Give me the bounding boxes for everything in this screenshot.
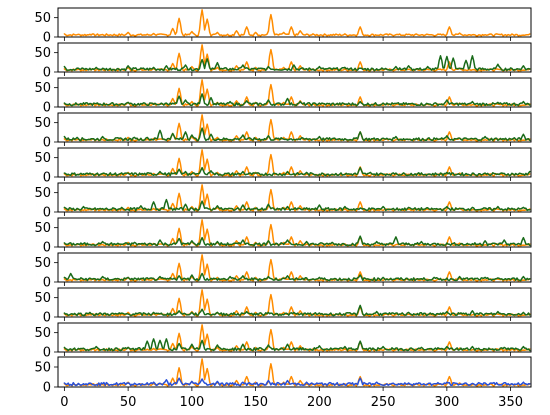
panel-2: 050: [34, 42, 532, 81]
y-tick-label: 0: [43, 346, 51, 361]
series-line-green: [63, 338, 531, 352]
panel-11: 050: [34, 356, 532, 396]
x-tick-label: 300: [434, 395, 459, 410]
x-tick-label: 250: [371, 395, 396, 410]
x-tick-label: 150: [243, 395, 268, 410]
panel-10: 050: [34, 322, 532, 361]
y-tick-label: 0: [43, 276, 51, 291]
y-tick-label: 0: [43, 206, 51, 221]
panel-frame: [57, 252, 532, 283]
panel-1: 050: [34, 7, 532, 46]
series-line-green: [63, 272, 531, 282]
y-tick-label: 50: [34, 326, 51, 341]
series-line-orange: [63, 149, 531, 177]
panel-frame: [57, 322, 532, 353]
y-tick-label: 50: [34, 256, 51, 271]
series-line-green: [63, 93, 531, 107]
x-tick-label: 200: [307, 395, 332, 410]
y-tick-label: 50: [34, 361, 51, 376]
panel-frame: [57, 356, 532, 388]
y-tick-label: 0: [43, 66, 51, 81]
y-tick-label: 50: [34, 291, 51, 306]
series-line-green: [63, 198, 531, 212]
y-tick-label: 50: [34, 46, 51, 61]
series-line-green: [63, 235, 531, 247]
series-line-green: [63, 166, 531, 177]
panel-7: 050: [34, 217, 532, 256]
series-line-orange: [63, 358, 531, 387]
y-tick-label: 0: [43, 136, 51, 151]
panel-frame: [57, 287, 532, 318]
y-tick-label: 50: [34, 186, 51, 201]
panel-3: 050: [34, 77, 532, 116]
panel-frame: [57, 147, 532, 178]
panel-frame: [57, 112, 532, 143]
panel-frame: [57, 42, 532, 73]
y-tick-label: 0: [43, 241, 51, 256]
series-line-blue: [63, 377, 531, 387]
y-tick-label: 50: [34, 81, 51, 96]
panel-9: 050: [34, 287, 532, 326]
series-line-orange: [63, 79, 531, 107]
series-line-green: [63, 127, 531, 142]
y-tick-label: 0: [43, 101, 51, 116]
series-line-green: [63, 304, 531, 317]
y-tick-label: 50: [34, 151, 51, 166]
y-tick-label: 0: [43, 311, 51, 326]
panel-frame: [57, 182, 532, 213]
series-line-orange: [63, 184, 531, 212]
y-tick-label: 50: [34, 221, 51, 236]
series-line-orange: [63, 44, 531, 72]
panel-8: 050: [34, 252, 532, 291]
y-tick-label: 0: [43, 171, 51, 186]
series-line-orange: [63, 9, 531, 37]
y-tick-label: 50: [34, 11, 51, 26]
panel-frame: [57, 217, 532, 248]
series-line-orange: [63, 289, 531, 317]
panel-frame: [57, 77, 532, 108]
x-tick-label: 50: [120, 395, 137, 410]
x-tick-label: 100: [179, 395, 204, 410]
panel-4: 050: [34, 112, 532, 151]
y-tick-label: 50: [34, 116, 51, 131]
series-line-orange: [63, 324, 531, 352]
y-tick-label: 0: [43, 381, 51, 396]
x-tick-label: 350: [498, 395, 523, 410]
y-tick-label: 0: [43, 31, 51, 46]
x-tick-label: 0: [60, 395, 68, 410]
panel-frame: [57, 7, 532, 38]
panel-5: 050: [34, 147, 532, 186]
panel-6: 050: [34, 182, 532, 221]
series-line-green: [63, 55, 531, 72]
